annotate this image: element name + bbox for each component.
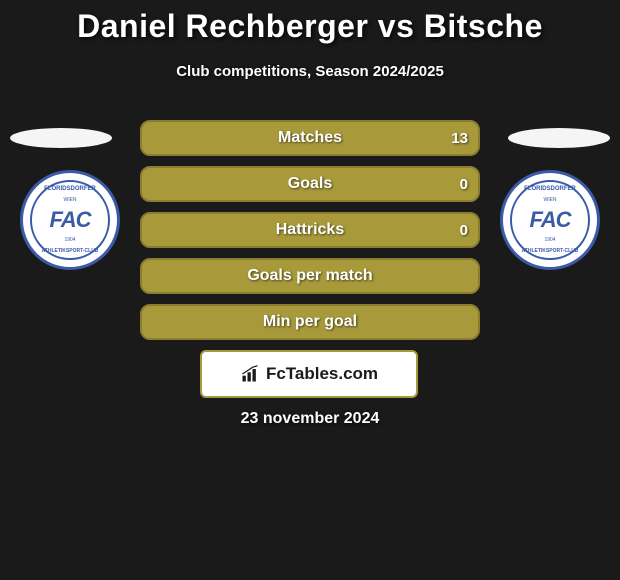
club-text-bottom: ATHLETIKSPORT-CLUB <box>522 248 579 254</box>
club-logo-right: FLORIDSDORFER WIEN FAC 1904 ATHLETIKSPOR… <box>500 170 600 270</box>
stat-label: Min per goal <box>263 313 357 331</box>
club-logo-left: FLORIDSDORFER WIEN FAC 1904 ATHLETIKSPOR… <box>20 170 120 270</box>
watermark[interactable]: FcTables.com <box>200 350 418 398</box>
subtitle: Club competitions, Season 2024/2025 <box>0 63 620 80</box>
stat-label: Goals <box>288 175 332 193</box>
club-wien: WIEN <box>63 197 76 203</box>
club-text-main: FAC <box>530 207 571 233</box>
chart-icon <box>240 364 260 384</box>
club-year: 1904 <box>64 237 75 243</box>
stat-value: 13 <box>451 130 468 147</box>
stat-value: 0 <box>460 222 468 239</box>
watermark-text: FcTables.com <box>266 364 378 384</box>
stats-area: Matches 13 Goals 0 Hattricks 0 Goals per… <box>140 120 480 350</box>
date-text: 23 november 2024 <box>0 410 620 428</box>
club-inner-left: FLORIDSDORFER WIEN FAC 1904 ATHLETIKSPOR… <box>30 180 110 260</box>
club-inner-right: FLORIDSDORFER WIEN FAC 1904 ATHLETIKSPOR… <box>510 180 590 260</box>
player-avatar-right <box>508 128 610 148</box>
club-text-main: FAC <box>50 207 91 233</box>
player-avatar-left <box>10 128 112 148</box>
club-text-top: FLORIDSDORFER <box>524 186 576 192</box>
stat-bar-matches: Matches 13 <box>140 120 480 156</box>
page-title: Daniel Rechberger vs Bitsche <box>0 8 620 45</box>
club-year: 1904 <box>544 237 555 243</box>
comparison-container: Daniel Rechberger vs Bitsche Club compet… <box>0 0 620 580</box>
stat-bar-hattricks: Hattricks 0 <box>140 212 480 248</box>
stat-bar-goals: Goals 0 <box>140 166 480 202</box>
stat-label: Hattricks <box>276 221 344 239</box>
stat-label: Matches <box>278 129 342 147</box>
stat-bar-goals-per-match: Goals per match <box>140 258 480 294</box>
club-text-top: FLORIDSDORFER <box>44 186 96 192</box>
stat-label: Goals per match <box>247 267 372 285</box>
stat-value: 0 <box>460 176 468 193</box>
club-wien: WIEN <box>543 197 556 203</box>
club-text-bottom: ATHLETIKSPORT-CLUB <box>42 248 99 254</box>
stat-bar-min-per-goal: Min per goal <box>140 304 480 340</box>
